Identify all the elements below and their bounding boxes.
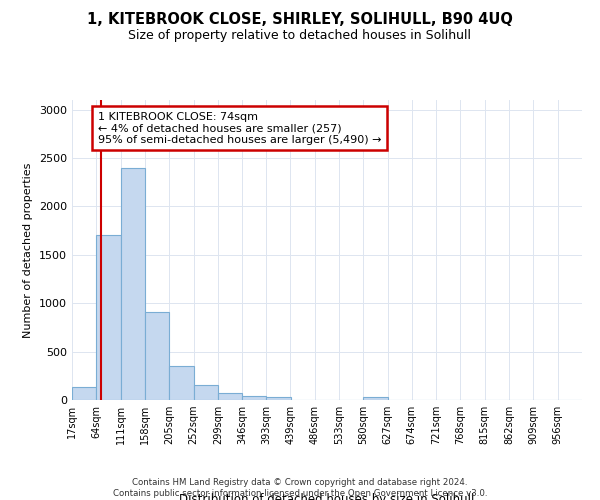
- Bar: [145, 312, 169, 400]
- Bar: [266, 397, 291, 400]
- Text: 1, KITEBROOK CLOSE, SHIRLEY, SOLIHULL, B90 4UQ: 1, KITEBROOK CLOSE, SHIRLEY, SOLIHULL, B…: [87, 12, 513, 28]
- Text: 1 KITEBROOK CLOSE: 74sqm
← 4% of detached houses are smaller (257)
95% of semi-d: 1 KITEBROOK CLOSE: 74sqm ← 4% of detache…: [98, 112, 382, 145]
- Bar: [72, 388, 97, 400]
- Text: Contains HM Land Registry data © Crown copyright and database right 2024.
Contai: Contains HM Land Registry data © Crown c…: [113, 478, 487, 498]
- X-axis label: Distribution of detached houses by size in Solihull: Distribution of detached houses by size …: [179, 493, 475, 500]
- Bar: [121, 168, 145, 400]
- Bar: [363, 397, 388, 400]
- Bar: [97, 236, 121, 400]
- Bar: [169, 366, 194, 400]
- Text: Size of property relative to detached houses in Solihull: Size of property relative to detached ho…: [128, 29, 472, 42]
- Bar: [218, 393, 242, 400]
- Bar: [242, 396, 266, 400]
- Y-axis label: Number of detached properties: Number of detached properties: [23, 162, 34, 338]
- Bar: [194, 385, 218, 400]
